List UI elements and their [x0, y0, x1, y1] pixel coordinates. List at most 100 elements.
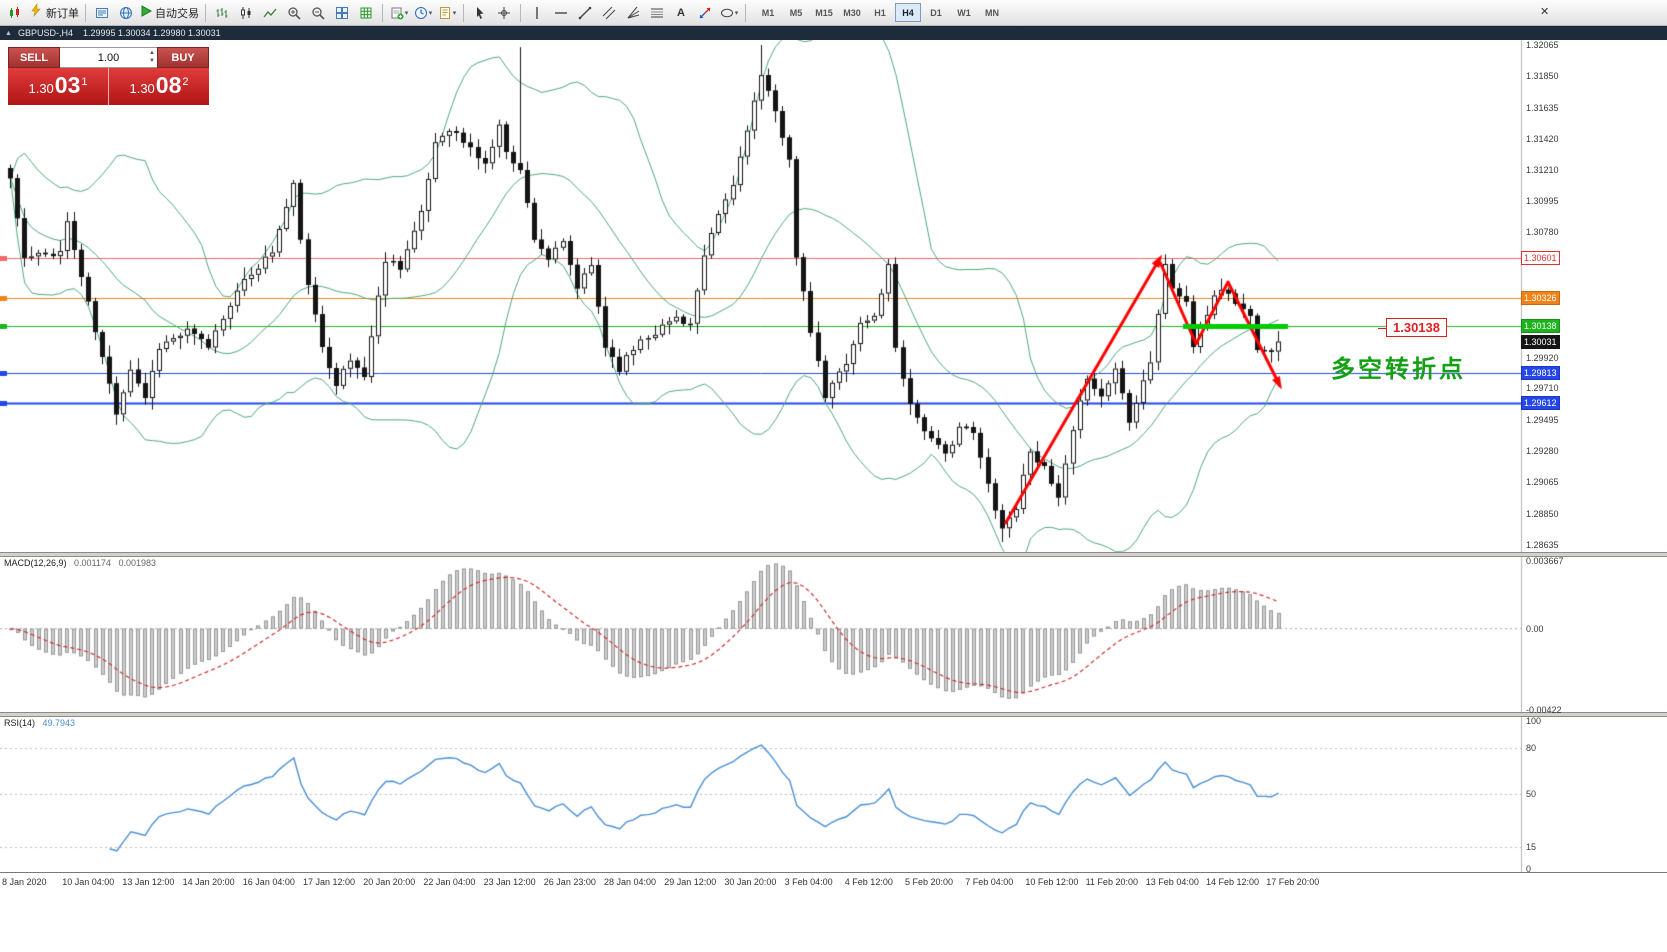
toolbar-separator — [463, 3, 464, 22]
dropdown-caret[interactable]: ▾ — [404, 9, 409, 17]
volume-value: 1.00 — [97, 51, 120, 64]
new-chart-icon[interactable]: ▾ — [388, 2, 410, 24]
vertical-line-icon[interactable] — [526, 2, 548, 24]
text-tool-icon[interactable]: A — [677, 6, 685, 19]
price-axis-label: 1.32065 — [1526, 40, 1559, 50]
macd-axis-label: 0.00 — [1526, 624, 1544, 634]
rsi-name: RSI(14) — [4, 718, 36, 728]
price-axis-tag: 1.30326 — [1521, 291, 1560, 305]
new-order-button[interactable]: 新订单 — [28, 2, 80, 24]
pitchfork-icon[interactable] — [622, 2, 644, 24]
timeframe-h4-button[interactable]: H4 — [895, 3, 921, 22]
buy-price-pips: 08 — [155, 72, 182, 98]
close-icon[interactable]: ✕ — [1540, 6, 1550, 18]
sell-price-pips: 03 — [54, 72, 81, 98]
trendline-icon[interactable] — [574, 2, 596, 24]
toolbar-separator — [520, 3, 521, 22]
one-click-trading-panel: SELL 1.00 ▲ ▼ BUY 1.30 03 1 1.30 08 2 — [8, 47, 209, 105]
price-axis-label: 1.30780 — [1526, 227, 1559, 237]
time-axis[interactable] — [0, 872, 1667, 900]
panel-separator[interactable] — [0, 712, 1667, 717]
time-axis-label: 14 Feb 12:00 — [1206, 877, 1260, 887]
dropdown-caret[interactable]: ▾ — [734, 9, 739, 17]
toolbar-separator — [205, 3, 206, 22]
price-axis-label: 1.31635 — [1526, 103, 1559, 113]
time-axis-label: 30 Jan 20:00 — [724, 877, 777, 887]
price-callout[interactable]: 1.30138 — [1378, 318, 1447, 337]
sell-price-point: 1 — [81, 76, 88, 88]
timeframe-mn-button[interactable]: MN — [985, 7, 999, 18]
macd-axis-label: 0.003667 — [1526, 556, 1564, 566]
collapse-icon[interactable]: ▲ — [5, 29, 12, 37]
time-axis-label: 13 Jan 12:00 — [122, 877, 175, 887]
line-chart-icon[interactable] — [259, 2, 281, 24]
timeframe-m15-button[interactable]: M15 — [815, 7, 833, 18]
price-axis-label: 1.29710 — [1526, 383, 1559, 393]
time-axis-label: 10 Feb 12:00 — [1025, 877, 1079, 887]
toolbar-separator — [85, 3, 86, 22]
autotrading-button[interactable]: 自动交易 — [139, 2, 200, 24]
arrows-tool-icon[interactable] — [694, 2, 716, 24]
toolbar-separator — [382, 3, 383, 22]
timeframe-m1-button[interactable]: M1 — [761, 7, 775, 18]
crosshair-icon[interactable] — [493, 2, 515, 24]
price-axis-tag: 1.29813 — [1521, 366, 1560, 380]
market-watch-icon[interactable] — [91, 2, 113, 24]
dropdown-caret[interactable]: ▾ — [452, 9, 457, 17]
time-axis-label: 3 Feb 04:00 — [784, 877, 833, 887]
volume-increase-button[interactable]: ▲ — [149, 50, 155, 56]
volume-input[interactable]: 1.00 ▲ ▼ — [60, 47, 157, 68]
horizontal-line-icon[interactable] — [550, 2, 572, 24]
timeframe-toolbar: M1 M5 M15 M30 H1 H4 D1 W1 MN — [754, 3, 1006, 22]
autotrading-label: 自动交易 — [155, 7, 199, 20]
panel-separator[interactable] — [0, 552, 1667, 557]
macd-name: MACD(12,26,9) — [4, 558, 67, 568]
price-axis-tag: 1.30601 — [1521, 251, 1560, 265]
terminal-icon[interactable] — [115, 2, 137, 24]
bar-chart-icon[interactable] — [211, 2, 233, 24]
time-axis-label: 16 Jan 04:00 — [242, 877, 295, 887]
price-axis-label: 1.31210 — [1526, 165, 1559, 175]
annotation-text[interactable]: 多空转折点 — [1331, 356, 1466, 383]
time-axis-label: 17 Jan 12:00 — [303, 877, 356, 887]
volume-decrease-button[interactable]: ▼ — [149, 58, 155, 64]
rsi-axis-label: 0 — [1526, 864, 1532, 874]
buy-price-main: 1.30 — [129, 81, 155, 96]
price-axis-tag: 1.30031 — [1521, 335, 1560, 349]
periods-icon[interactable]: ▾ — [412, 2, 434, 24]
templates-icon[interactable]: ▾ — [436, 2, 458, 24]
timeframe-d1-button[interactable]: D1 — [930, 7, 942, 18]
macd-value-main: 0.001174 — [74, 558, 111, 568]
tile-windows-icon[interactable] — [331, 2, 353, 24]
autotrading-play-icon — [140, 4, 153, 22]
sell-button[interactable]: SELL — [8, 47, 60, 68]
price-axis-tag: 1.30138 — [1521, 319, 1560, 333]
zoom-in-icon[interactable] — [283, 2, 305, 24]
chart-ohlc: 1.29995 1.30034 1.29980 1.30031 — [82, 28, 221, 38]
buy-button[interactable]: BUY — [157, 47, 209, 68]
buy-price-display[interactable]: 1.30 08 2 — [108, 68, 209, 105]
channel-icon[interactable] — [598, 2, 620, 24]
price-axis-tag: 1.29612 — [1521, 396, 1560, 410]
time-axis-label: 7 Feb 04:00 — [965, 877, 1014, 887]
grid-icon[interactable] — [355, 2, 377, 24]
shapes-icon[interactable]: ▾ — [718, 2, 740, 24]
time-axis-label: 20 Jan 20:00 — [363, 877, 416, 887]
macd-value-signal: 0.001983 — [118, 558, 156, 568]
sell-price-display[interactable]: 1.30 03 1 — [8, 68, 108, 105]
fibonacci-icon[interactable] — [646, 2, 668, 24]
timeframe-w1-button[interactable]: W1 — [957, 7, 971, 18]
timeframe-m5-button[interactable]: M5 — [789, 7, 803, 18]
time-axis-label: 10 Jan 04:00 — [62, 877, 115, 887]
cursor-icon[interactable] — [469, 2, 491, 24]
time-axis-label: 8 Jan 2020 — [2, 877, 47, 887]
zoom-out-icon[interactable] — [307, 2, 329, 24]
candlestick-chart-icon[interactable] — [235, 2, 257, 24]
time-axis-label: 5 Feb 20:00 — [905, 877, 954, 887]
dropdown-caret[interactable]: ▾ — [428, 9, 433, 17]
price-axis-label: 1.29065 — [1526, 477, 1559, 487]
timeframe-h1-button[interactable]: H1 — [874, 7, 886, 18]
timeframe-m30-button[interactable]: M30 — [843, 7, 861, 18]
time-axis-label: 29 Jan 12:00 — [664, 877, 717, 887]
